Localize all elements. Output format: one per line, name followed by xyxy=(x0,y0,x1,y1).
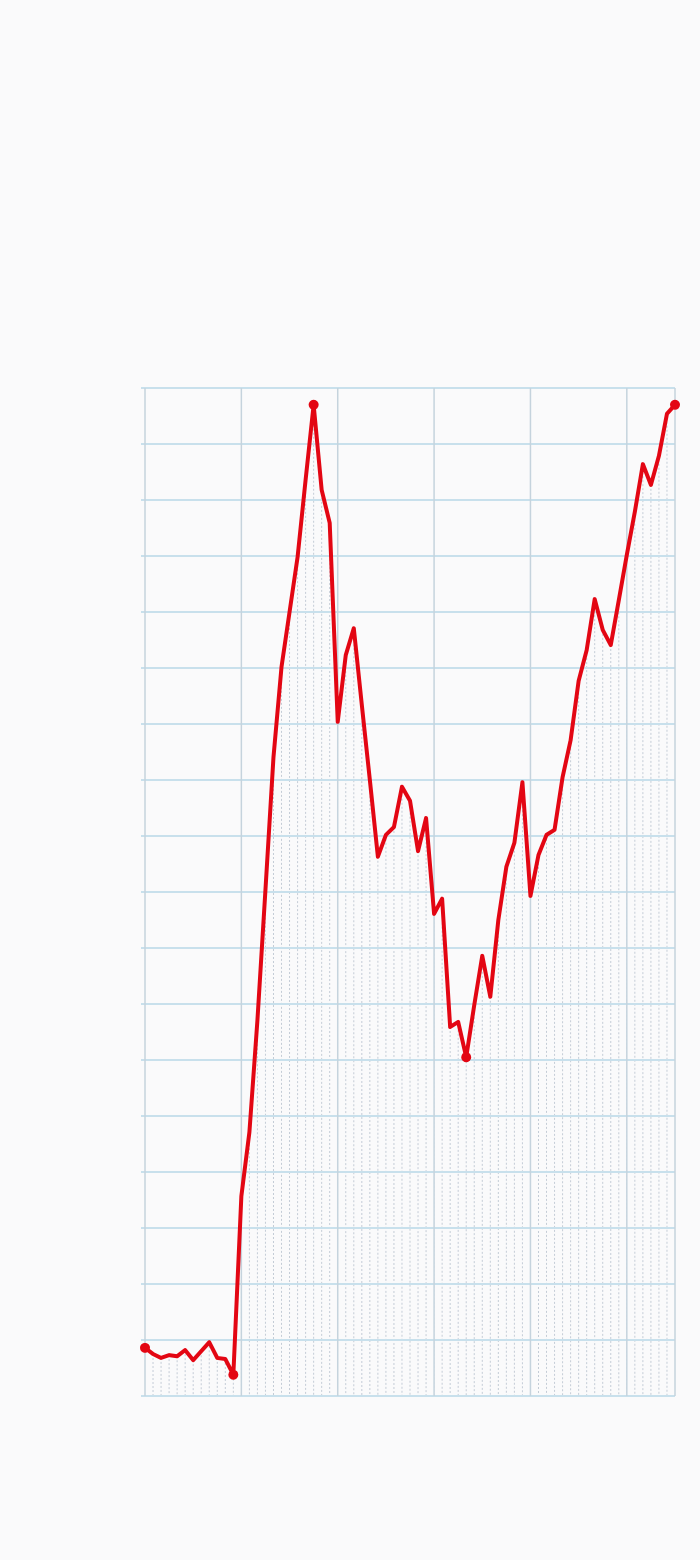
marker xyxy=(308,399,319,410)
marker xyxy=(461,1052,472,1063)
marker xyxy=(228,1369,239,1380)
marker xyxy=(140,1342,150,1353)
marker xyxy=(670,399,680,410)
